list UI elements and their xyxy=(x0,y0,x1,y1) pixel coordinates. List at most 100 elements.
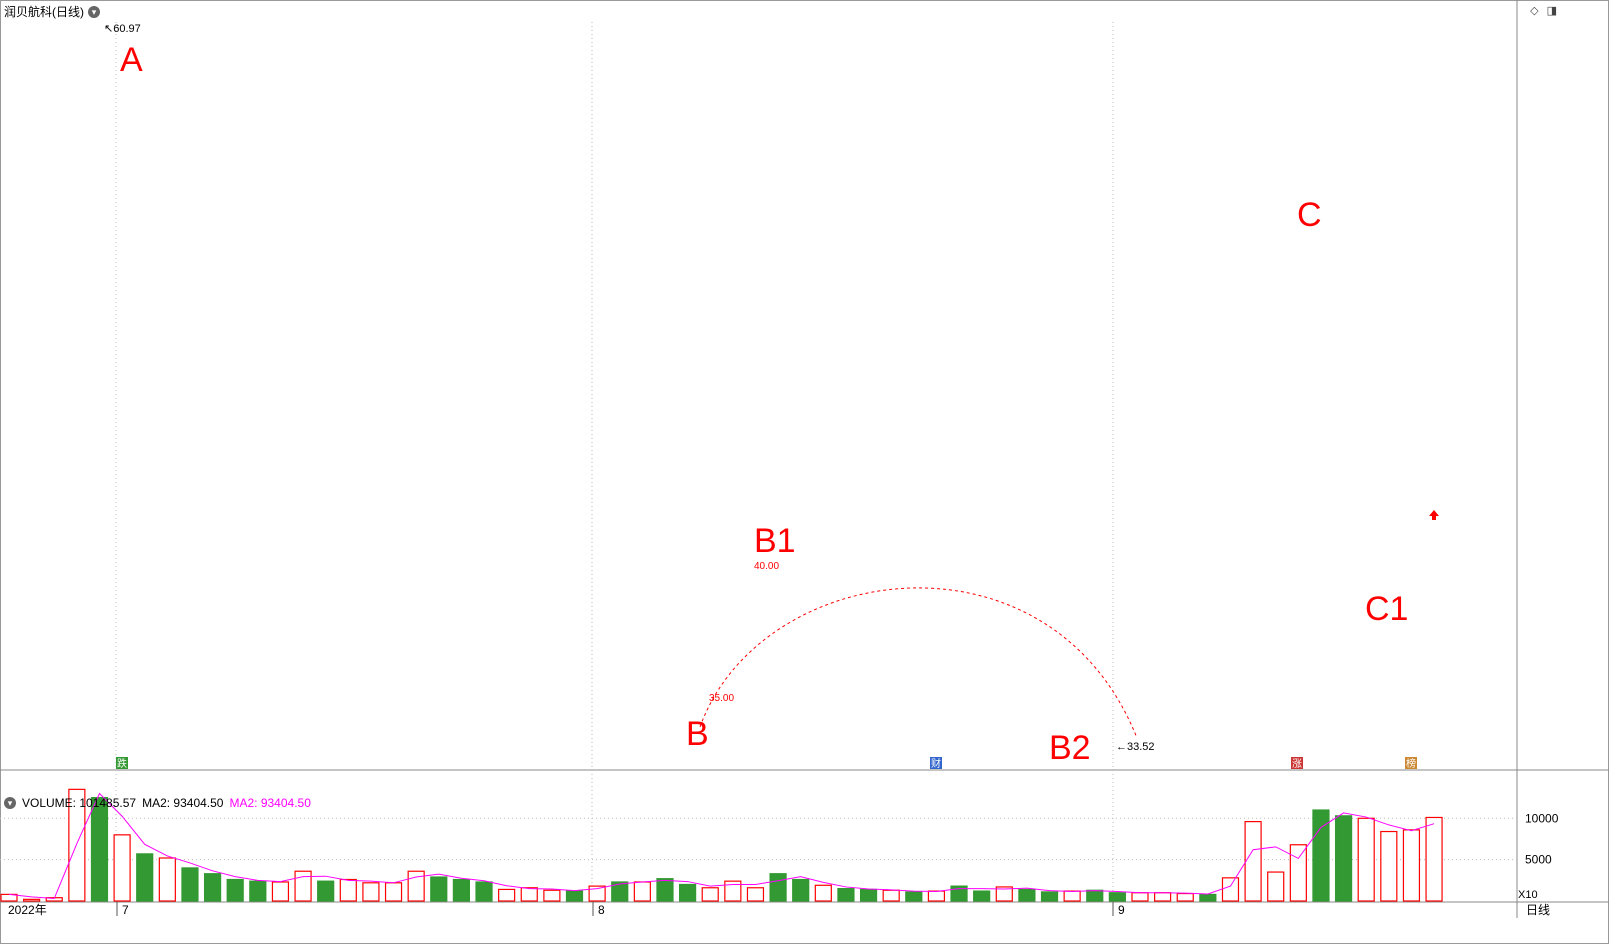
volume-unit-label: X10 xyxy=(1518,889,1538,901)
volume-bar[interactable] xyxy=(814,884,832,902)
volume-bar[interactable] xyxy=(543,889,561,902)
volume-bar[interactable] xyxy=(68,788,86,902)
volume-bar[interactable] xyxy=(520,887,538,902)
volume-bar[interactable] xyxy=(611,881,629,902)
volume-bar[interactable] xyxy=(1425,816,1443,902)
volume-bar[interactable] xyxy=(203,873,222,902)
month-label: 8 xyxy=(598,903,605,917)
volume-ma2-colored-label: MA2: 93404.50 xyxy=(229,796,311,810)
volume-bar[interactable] xyxy=(1357,817,1375,902)
volume-bar[interactable] xyxy=(1221,877,1240,902)
chart-title: 润贝航科(日线) xyxy=(4,5,84,19)
volume-bar[interactable] xyxy=(136,853,154,902)
volume-bar[interactable] xyxy=(882,889,900,902)
event-marker[interactable] xyxy=(1405,757,1417,769)
event-marker[interactable] xyxy=(1291,757,1303,769)
low-price-label: ←33.52 xyxy=(1116,741,1155,753)
annotation-c: C xyxy=(1297,196,1322,234)
volume-bar[interactable] xyxy=(724,880,742,902)
b-price-label: 35.00 xyxy=(709,693,734,704)
chevron-down-icon[interactable]: ▾ xyxy=(4,797,16,809)
volume-tick-label: 5000 xyxy=(1525,853,1552,867)
volume-bar[interactable] xyxy=(294,870,312,902)
volume-bar[interactable] xyxy=(1040,891,1059,902)
volume-bar[interactable] xyxy=(1199,893,1217,902)
diamond-icon[interactable]: ◇ xyxy=(1530,5,1539,17)
volume-bar[interactable] xyxy=(1402,829,1421,902)
volume-bar[interactable] xyxy=(1244,821,1262,902)
volume-bar[interactable] xyxy=(1154,892,1172,902)
volume-bar[interactable] xyxy=(1108,892,1126,902)
volume-bar[interactable] xyxy=(452,878,470,902)
volume-bar[interactable] xyxy=(23,898,41,902)
event-marker[interactable] xyxy=(930,757,942,769)
volume-bar[interactable] xyxy=(181,867,199,902)
volume-bar[interactable] xyxy=(588,885,606,902)
volume-bar[interactable] xyxy=(950,885,968,902)
volume-bar[interactable] xyxy=(113,834,131,902)
volume-bar[interactable] xyxy=(656,878,674,902)
chart-header: 润贝航科(日线) ▾ xyxy=(4,3,100,20)
event-marker-label: 财 xyxy=(931,757,941,770)
volume-bar[interactable] xyxy=(973,890,991,902)
volume-bar[interactable] xyxy=(701,887,719,902)
volume-bar[interactable] xyxy=(1176,892,1194,902)
volume-bar[interactable] xyxy=(792,878,810,902)
month-label: 9 xyxy=(1118,903,1125,917)
volume-bar[interactable] xyxy=(1131,892,1149,902)
volume-bar[interactable] xyxy=(633,881,651,902)
volume-bar[interactable] xyxy=(837,887,855,902)
volume-bar[interactable] xyxy=(859,888,878,902)
event-marker-label: 榜 xyxy=(1406,757,1416,770)
panel-toggle-icon[interactable]: ◨ xyxy=(1546,5,1557,17)
annotation-b: B xyxy=(686,715,709,753)
high-price-label: ↖60.97 xyxy=(104,23,141,35)
volume-bar[interactable] xyxy=(746,887,765,902)
volume-bar[interactable] xyxy=(339,878,357,902)
volume-bar[interactable] xyxy=(475,881,493,902)
volume-bar[interactable] xyxy=(158,857,176,902)
volume-bar[interactable] xyxy=(678,883,697,902)
period-label: 日线 xyxy=(1526,903,1550,917)
up-arrow-icon xyxy=(1429,510,1439,520)
volume-bar[interactable] xyxy=(1018,888,1036,902)
volume-bar[interactable] xyxy=(905,891,923,902)
volume-bar[interactable] xyxy=(362,882,380,902)
volume-bar[interactable] xyxy=(90,797,109,902)
event-marker[interactable] xyxy=(116,757,128,769)
volume-bar[interactable] xyxy=(769,873,787,902)
volume-bar[interactable] xyxy=(1380,830,1398,902)
annotation-b1: B1 xyxy=(754,522,796,560)
volume-bar[interactable] xyxy=(271,881,290,902)
volume-tick-label: 10000 xyxy=(1525,811,1559,825)
month-label: 7 xyxy=(122,903,129,917)
volume-bar[interactable] xyxy=(430,876,448,902)
annotation-a: A xyxy=(120,41,143,79)
volume-bar[interactable] xyxy=(226,878,244,902)
year-label: 2022年 xyxy=(8,903,47,917)
volume-header: ▾ VOLUME: 101485.57 MA2: 93404.50 MA2: 9… xyxy=(4,796,311,810)
volume-bar[interactable] xyxy=(317,880,335,902)
volume-bar[interactable] xyxy=(1334,815,1353,902)
event-marker-label: 跌 xyxy=(117,757,127,770)
volume-bar[interactable] xyxy=(1063,890,1081,902)
annotation-b2: B2 xyxy=(1049,729,1091,767)
volume-bar[interactable] xyxy=(498,888,516,902)
volume-bar[interactable] xyxy=(384,882,403,902)
volume-ma2-label: MA2: 93404.50 xyxy=(142,796,224,810)
annotation-c1: C1 xyxy=(1365,590,1408,628)
volume-label: VOLUME: 101485.57 xyxy=(22,796,137,810)
b1-price-label: 40.00 xyxy=(754,561,779,572)
volume-bar[interactable] xyxy=(1086,889,1104,902)
volume-ma2-line xyxy=(8,792,1435,900)
volume-bar[interactable] xyxy=(927,890,946,902)
volume-bar[interactable] xyxy=(1267,871,1285,902)
volume-bar[interactable] xyxy=(995,886,1013,902)
volume-bar[interactable] xyxy=(407,870,425,902)
volume-bar[interactable] xyxy=(565,890,584,902)
chevron-down-icon[interactable]: ▾ xyxy=(88,5,100,18)
volume-bar[interactable] xyxy=(249,880,267,902)
volume-bar[interactable] xyxy=(1289,844,1307,902)
